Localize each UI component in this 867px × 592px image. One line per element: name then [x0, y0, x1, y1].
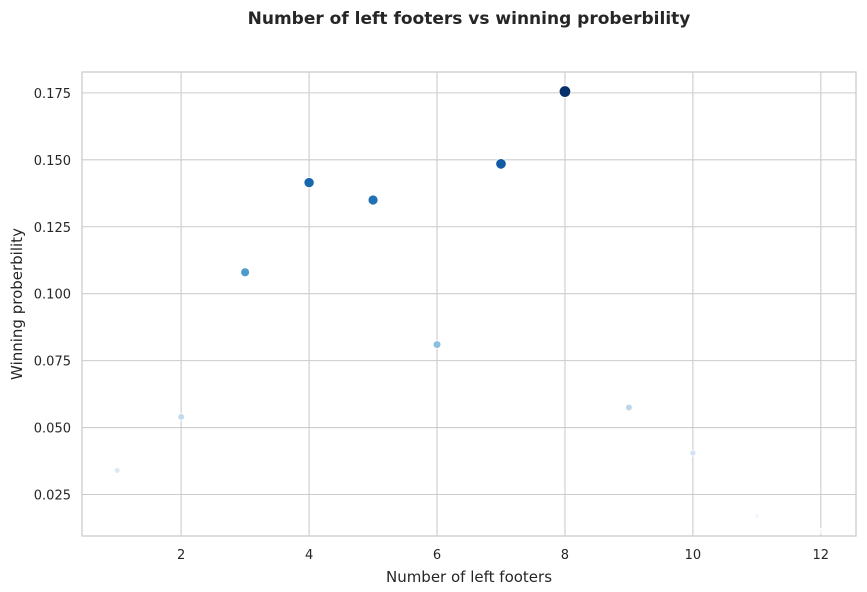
x-tick-labels: 2 4 6 8 10 12: [177, 548, 829, 563]
scatter-point: [432, 340, 442, 349]
scatter-point: [303, 177, 315, 189]
x-tick-label: 4: [305, 548, 313, 563]
scatter-point: [495, 158, 507, 170]
chart-title: Number of left footers vs winning prober…: [248, 9, 691, 29]
scatter-point: [177, 413, 185, 421]
scatter-point: [689, 449, 697, 457]
x-axis-label: Number of left footers: [386, 568, 552, 586]
scatter-point: [113, 467, 121, 474]
grid-lines: [82, 72, 856, 536]
y-axis-label: Winning proberbility: [8, 228, 26, 380]
y-tick-label: 0.025: [34, 488, 71, 503]
x-tick-label: 12: [813, 548, 830, 563]
y-tick-label: 0.075: [34, 355, 71, 370]
plot-frame: [81, 71, 857, 537]
scatter-point: [625, 403, 633, 412]
y-tick-label: 0.175: [34, 87, 71, 102]
scatter-point: [753, 512, 760, 519]
y-tick-label: 0.100: [34, 288, 71, 303]
y-tick-label: 0.125: [34, 221, 71, 236]
scatter-point: [240, 267, 250, 278]
scatter-point: [817, 527, 824, 534]
x-tick-label: 10: [685, 548, 702, 563]
x-tick-label: 2: [177, 548, 185, 563]
y-tick-labels: 0.025 0.050 0.075 0.100 0.125 0.150 0.175: [34, 87, 71, 504]
y-tick-label: 0.150: [34, 154, 71, 169]
data-points: [113, 85, 824, 534]
x-tick-label: 6: [433, 548, 441, 563]
y-tick-label: 0.050: [34, 422, 71, 437]
scatter-point: [367, 194, 379, 206]
x-tick-label: 8: [561, 548, 569, 563]
scatter-point: [558, 85, 572, 98]
